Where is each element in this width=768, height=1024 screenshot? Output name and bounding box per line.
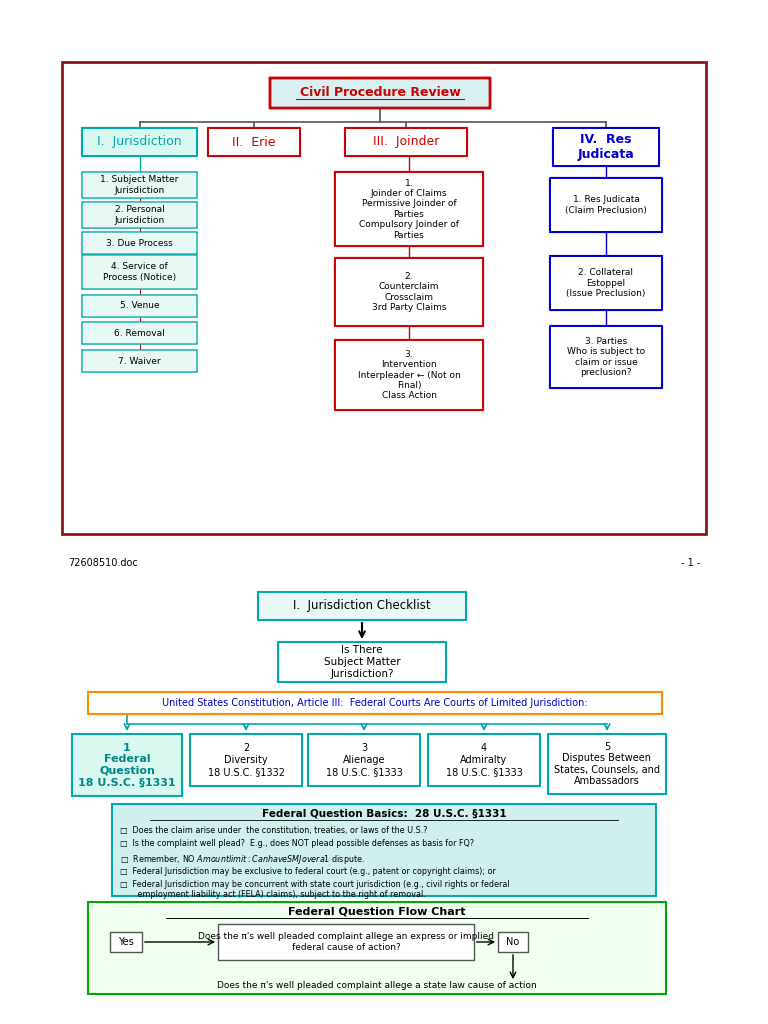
Text: 1. Res Judicata
(Claim Preclusion): 1. Res Judicata (Claim Preclusion) bbox=[565, 196, 647, 215]
FancyBboxPatch shape bbox=[270, 78, 490, 109]
Text: Is There
Subject Matter
Jurisdiction?: Is There Subject Matter Jurisdiction? bbox=[323, 645, 400, 679]
FancyBboxPatch shape bbox=[208, 128, 300, 156]
FancyBboxPatch shape bbox=[82, 202, 197, 228]
Text: 2.
Counterclaim
Crossclaim
3rd Party Claims: 2. Counterclaim Crossclaim 3rd Party Cla… bbox=[372, 272, 446, 312]
Text: 3.
Intervention
Interpleader ← (Not on
Final)
Class Action: 3. Intervention Interpleader ← (Not on F… bbox=[358, 350, 460, 400]
FancyBboxPatch shape bbox=[82, 322, 197, 344]
Text: No: No bbox=[506, 937, 520, 947]
FancyBboxPatch shape bbox=[218, 924, 474, 961]
FancyBboxPatch shape bbox=[335, 340, 483, 410]
Text: Federal Question Flow Chart: Federal Question Flow Chart bbox=[288, 907, 465, 918]
FancyBboxPatch shape bbox=[82, 255, 197, 289]
Text: 2
Diversity
18 U.S.C. §1332: 2 Diversity 18 U.S.C. §1332 bbox=[207, 743, 284, 776]
FancyBboxPatch shape bbox=[335, 172, 483, 246]
Text: - 1 -: - 1 - bbox=[680, 558, 700, 568]
Text: I.  Jurisdiction Checklist: I. Jurisdiction Checklist bbox=[293, 599, 431, 612]
FancyBboxPatch shape bbox=[258, 592, 466, 620]
Text: Federal Question Basics:  28 U.S.C. §1331: Federal Question Basics: 28 U.S.C. §1331 bbox=[262, 809, 506, 819]
Text: 4
Admiralty
18 U.S.C. §1333: 4 Admiralty 18 U.S.C. §1333 bbox=[445, 743, 522, 776]
Text: 72608510.doc: 72608510.doc bbox=[68, 558, 137, 568]
FancyBboxPatch shape bbox=[82, 128, 197, 156]
Text: III.  Joinder: III. Joinder bbox=[372, 135, 439, 148]
Text: □  Remember, NO $ Amount limit:  Can have SMJ over a $1 dispute.: □ Remember, NO $ Amount limit: Can have … bbox=[120, 853, 365, 866]
FancyBboxPatch shape bbox=[345, 128, 467, 156]
FancyBboxPatch shape bbox=[112, 804, 656, 896]
Text: 3. Due Process: 3. Due Process bbox=[106, 239, 173, 248]
FancyBboxPatch shape bbox=[82, 295, 197, 317]
Text: IV.  Res
Judicata: IV. Res Judicata bbox=[578, 133, 634, 161]
Text: □  Is the complaint well plead?  E.g., does NOT plead possible defenses as basis: □ Is the complaint well plead? E.g., doe… bbox=[120, 840, 474, 849]
Text: 4. Service of
Process (Notice): 4. Service of Process (Notice) bbox=[103, 262, 176, 282]
Text: 1. Subject Matter
Jurisdiction: 1. Subject Matter Jurisdiction bbox=[101, 175, 179, 195]
FancyBboxPatch shape bbox=[110, 932, 142, 952]
Text: Civil Procedure Review: Civil Procedure Review bbox=[300, 86, 460, 99]
Text: Yes: Yes bbox=[118, 937, 134, 947]
Text: 6. Removal: 6. Removal bbox=[114, 329, 165, 338]
FancyBboxPatch shape bbox=[550, 256, 662, 310]
Text: II.  Erie: II. Erie bbox=[232, 135, 276, 148]
FancyBboxPatch shape bbox=[498, 932, 528, 952]
Text: 5
Disputes Between
States, Counsels, and
Ambassadors: 5 Disputes Between States, Counsels, and… bbox=[554, 741, 660, 786]
Text: 3. Parties
Who is subject to
claim or issue
preclusion?: 3. Parties Who is subject to claim or is… bbox=[567, 337, 645, 377]
Text: 2. Personal
Jurisdiction: 2. Personal Jurisdiction bbox=[114, 205, 164, 224]
Text: 2. Collateral
Estoppel
(Issue Preclusion): 2. Collateral Estoppel (Issue Preclusion… bbox=[566, 268, 646, 298]
Text: 1.
Joinder of Claims
Permissive Joinder of
Parties
Compulsory Joinder of
Parties: 1. Joinder of Claims Permissive Joinder … bbox=[359, 178, 459, 240]
Text: 3
Alienage
18 U.S.C. §1333: 3 Alienage 18 U.S.C. §1333 bbox=[326, 743, 402, 776]
FancyBboxPatch shape bbox=[428, 734, 540, 786]
FancyBboxPatch shape bbox=[190, 734, 302, 786]
Text: I.  Jurisdiction: I. Jurisdiction bbox=[98, 135, 182, 148]
Text: United States Constitution, Article III:  Federal Courts Are Courts of Limited J: United States Constitution, Article III:… bbox=[162, 698, 588, 708]
FancyBboxPatch shape bbox=[88, 692, 662, 714]
FancyBboxPatch shape bbox=[62, 62, 706, 534]
FancyBboxPatch shape bbox=[548, 734, 666, 794]
FancyBboxPatch shape bbox=[335, 258, 483, 326]
FancyBboxPatch shape bbox=[550, 326, 662, 388]
FancyBboxPatch shape bbox=[82, 232, 197, 254]
FancyBboxPatch shape bbox=[88, 902, 666, 994]
Text: Does the π's well pleaded complaint allege an express or implied
federal cause o: Does the π's well pleaded complaint alle… bbox=[198, 932, 494, 951]
FancyBboxPatch shape bbox=[553, 128, 659, 166]
FancyBboxPatch shape bbox=[550, 178, 662, 232]
FancyBboxPatch shape bbox=[308, 734, 420, 786]
Text: 1
Federal
Question
18 U.S.C. §1331: 1 Federal Question 18 U.S.C. §1331 bbox=[78, 742, 176, 787]
FancyBboxPatch shape bbox=[82, 172, 197, 198]
Text: 5. Venue: 5. Venue bbox=[120, 301, 159, 310]
FancyBboxPatch shape bbox=[82, 350, 197, 372]
Text: □  Federal Jurisdiction may be exclusive to federal court (e.g., patent or copyr: □ Federal Jurisdiction may be exclusive … bbox=[120, 866, 496, 876]
FancyBboxPatch shape bbox=[278, 642, 446, 682]
Text: Does the π's well pleaded complaint allege a state law cause of action: Does the π's well pleaded complaint alle… bbox=[217, 981, 537, 990]
Text: 7. Waiver: 7. Waiver bbox=[118, 356, 161, 366]
Text: □  Does the claim arise under  the constitution, treaties, or laws of the U.S.?: □ Does the claim arise under the constit… bbox=[120, 826, 428, 835]
FancyBboxPatch shape bbox=[72, 734, 182, 796]
Text: □  Federal Jurisdiction may be concurrent with state court jurisdiction (e.g., c: □ Federal Jurisdiction may be concurrent… bbox=[120, 880, 510, 899]
